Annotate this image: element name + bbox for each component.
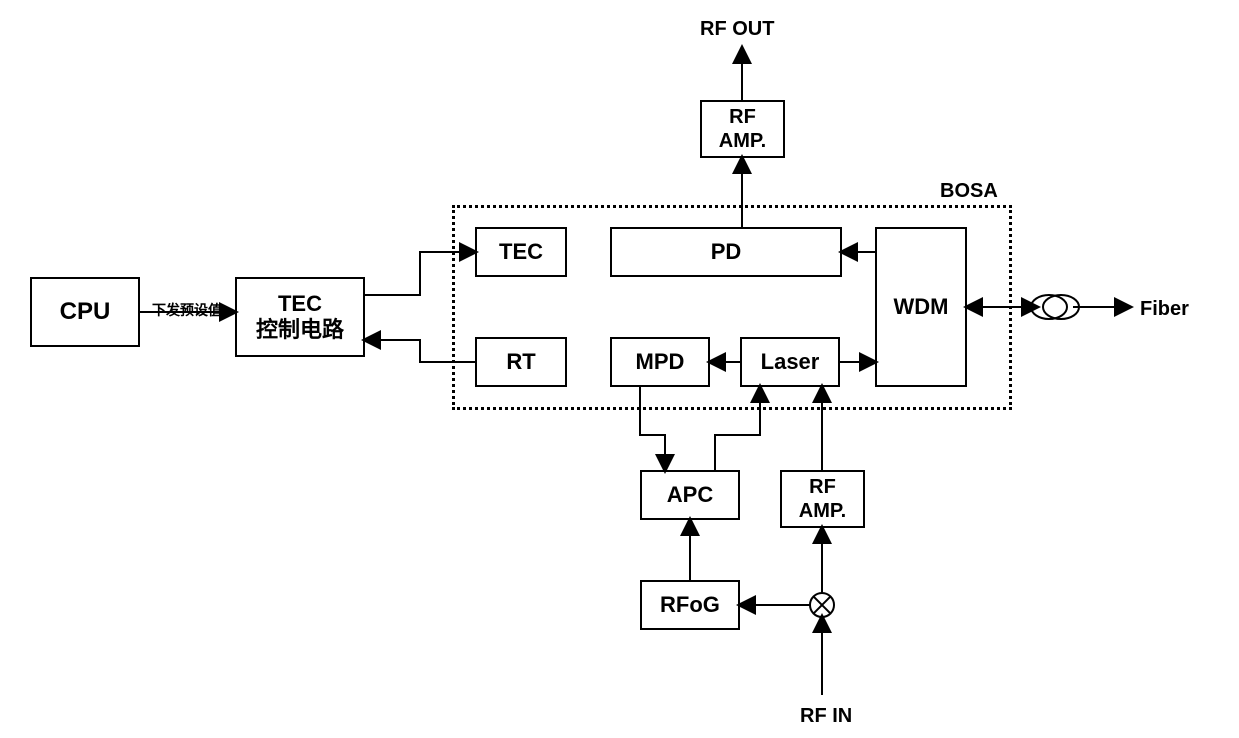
wdm-block: WDM — [875, 227, 967, 387]
rt-label: RT — [506, 349, 535, 375]
fiber-label: Fiber — [1140, 298, 1189, 321]
rf-out-label: RF OUT — [700, 18, 774, 41]
rf-amp-bot-label: RF AMP. — [799, 475, 846, 523]
rf-amp-bot-block: RF AMP. — [780, 470, 865, 528]
fiber-coil-icon — [1043, 295, 1079, 319]
rfog-block: RFoG — [640, 580, 740, 630]
cpu-label: CPU — [60, 298, 111, 327]
rf-in-label: RF IN — [800, 705, 852, 728]
tec-ctrl-label: TEC 控制电路 — [256, 291, 344, 344]
preset-label: 下发预设值 — [152, 300, 222, 320]
tec-block: TEC — [475, 227, 567, 277]
laser-block: Laser — [740, 337, 840, 387]
cpu-block: CPU — [30, 277, 140, 347]
rfog-label: RFoG — [660, 592, 720, 618]
wdm-label: WDM — [894, 294, 949, 320]
rf-amp-top-block: RF AMP. — [700, 100, 785, 158]
apc-label: APC — [667, 482, 713, 508]
laser-label: Laser — [761, 349, 820, 375]
mpd-block: MPD — [610, 337, 710, 387]
rf-amp-top-label: RF AMP. — [719, 105, 766, 153]
mpd-label: MPD — [636, 349, 685, 375]
pd-label: PD — [711, 239, 742, 265]
apc-block: APC — [640, 470, 740, 520]
tec-label: TEC — [499, 239, 543, 265]
fiber-coil-icon — [1031, 295, 1067, 319]
rt-block: RT — [475, 337, 567, 387]
tec-ctrl-block: TEC 控制电路 — [235, 277, 365, 357]
bosa-label: BOSA — [940, 180, 998, 203]
pd-block: PD — [610, 227, 842, 277]
coupler-icon — [810, 593, 834, 617]
